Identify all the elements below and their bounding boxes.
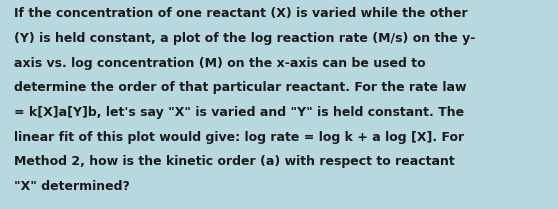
Text: "X" determined?: "X" determined? [14,180,130,193]
Text: determine the order of that particular reactant. For the rate law: determine the order of that particular r… [14,81,466,94]
Text: (Y) is held constant, a plot of the log reaction rate (M/s) on the y-: (Y) is held constant, a plot of the log … [14,32,475,45]
Text: linear fit of this plot would give: log rate = log k + a log [X]. For: linear fit of this plot would give: log … [14,131,464,144]
Text: If the concentration of one reactant (X) is varied while the other: If the concentration of one reactant (X)… [14,7,468,20]
Text: axis vs. log concentration (M) on the x-axis can be used to: axis vs. log concentration (M) on the x-… [14,57,426,70]
Text: Method 2, how is the kinetic order (a) with respect to reactant: Method 2, how is the kinetic order (a) w… [14,155,455,168]
Text: = k[X]a[Y]b, let's say "X" is varied and "Y" is held constant. The: = k[X]a[Y]b, let's say "X" is varied and… [14,106,464,119]
